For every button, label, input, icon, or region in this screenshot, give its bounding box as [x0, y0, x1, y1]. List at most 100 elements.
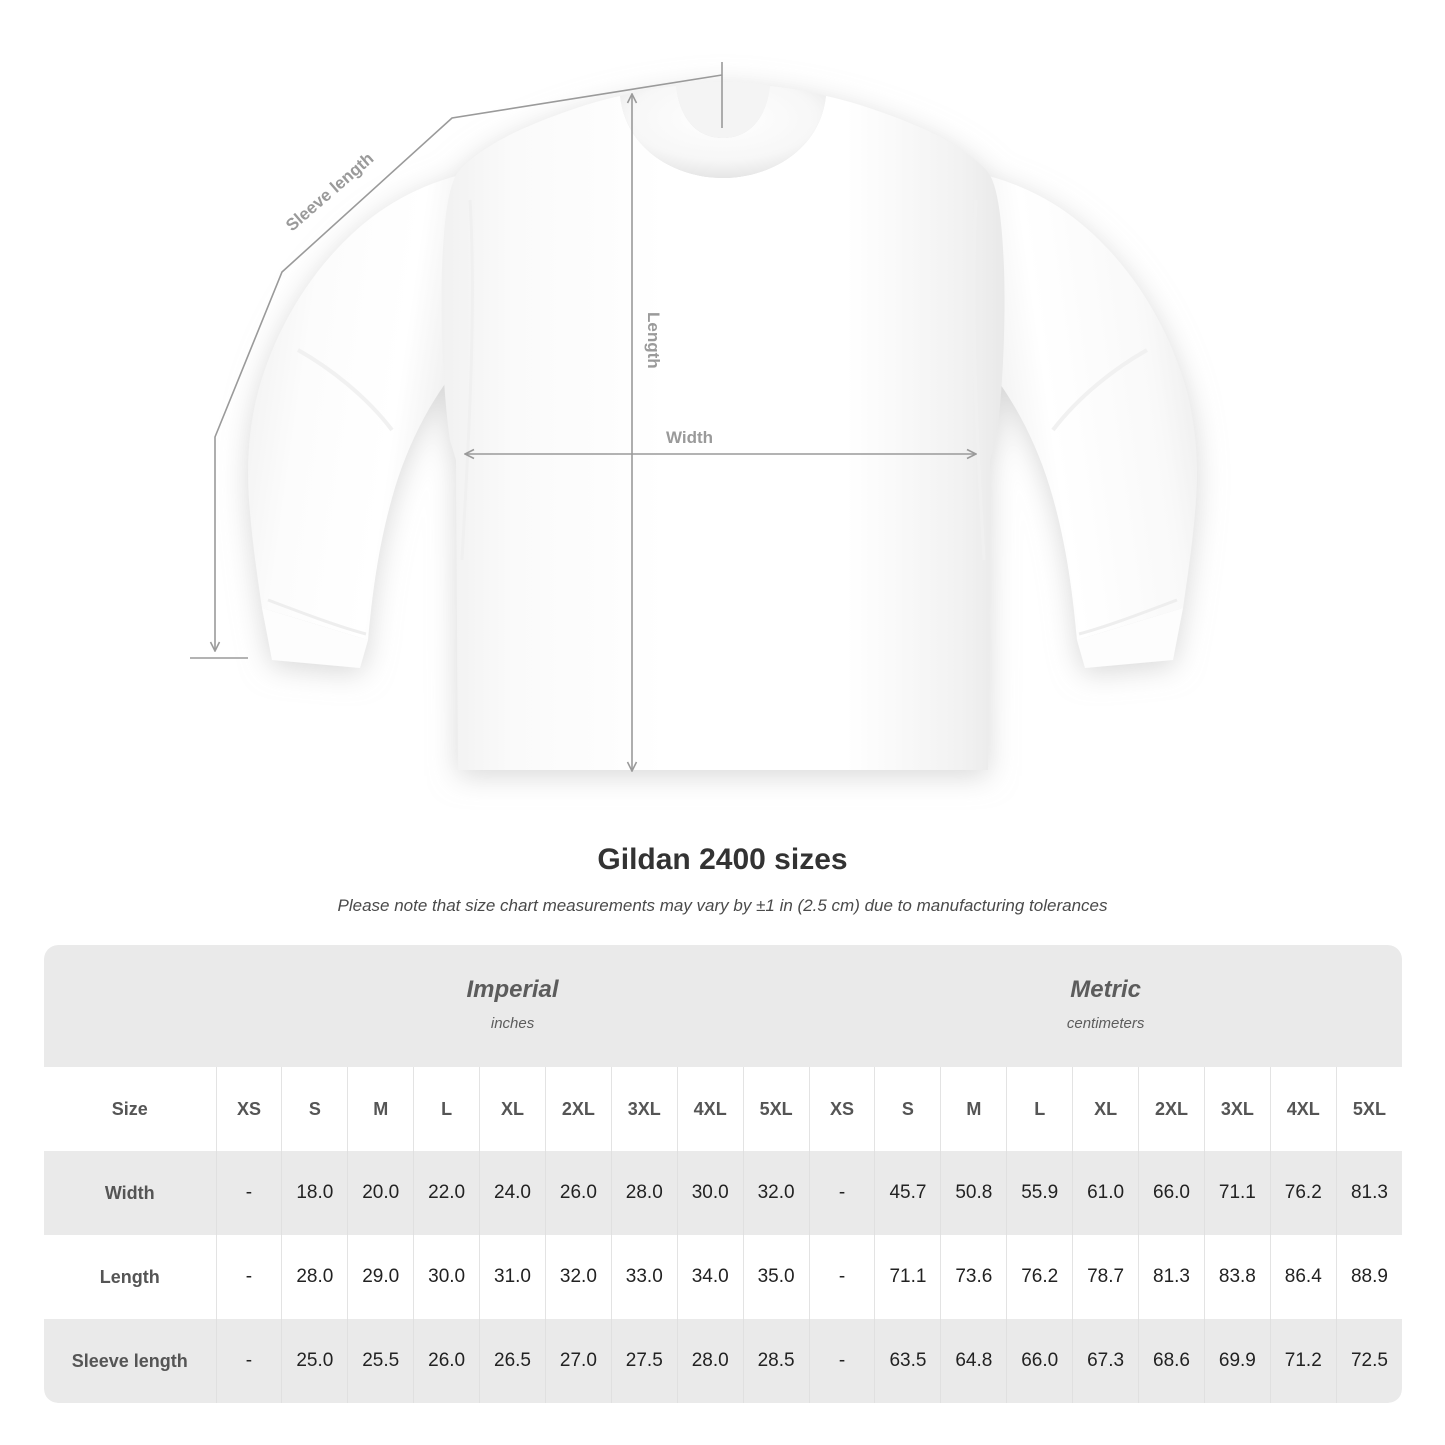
cell-width-imperial-5xl: 32.0	[742, 1151, 810, 1235]
cell-width-metric-2xl: 66.0	[1138, 1151, 1205, 1235]
fold-sleeve-left	[297, 348, 394, 432]
cell-length-imperial-5xl: 35.0	[742, 1235, 810, 1319]
cell-sleeve-imperial-3xl: 27.5	[610, 1319, 678, 1403]
unit-band-spacer	[44, 945, 216, 1067]
size-col-imperial-2xl: 2XL	[544, 1067, 612, 1151]
table-row: Width - 18.0 20.0 22.0 24.0 26.0 28.0 30…	[44, 1151, 1403, 1235]
chart-title-block: Gildan 2400 sizes Please note that size …	[0, 840, 1445, 918]
cell-width-imperial-m: 20.0	[347, 1151, 414, 1235]
table-row: Sleeve length - 25.0 25.5 26.0 26.5 27.0…	[44, 1319, 1403, 1403]
size-col-metric-s: S	[874, 1067, 941, 1151]
unit-imperial-cell: Imperial inches	[216, 945, 810, 1067]
cell-width-metric-3xl: 71.1	[1203, 1151, 1271, 1235]
cell-length-metric-l: 76.2	[1006, 1235, 1073, 1319]
cell-width-metric-l: 55.9	[1006, 1151, 1073, 1235]
cell-sleeve-imperial-l: 26.0	[413, 1319, 480, 1403]
cell-width-metric-5xl: 81.3	[1335, 1151, 1403, 1235]
unit-metric-name: Metric	[1070, 976, 1141, 1003]
sleeve-length-label: Sleeve length	[282, 149, 377, 235]
cell-width-metric-xl: 61.0	[1072, 1151, 1139, 1235]
size-col-imperial-xs: XS	[215, 1067, 282, 1151]
left-sleeve	[248, 175, 470, 640]
cell-width-metric-4xl: 76.2	[1269, 1151, 1337, 1235]
cell-sleeve-imperial-5xl: 28.5	[742, 1319, 810, 1403]
fold-cuff-left	[267, 598, 367, 636]
size-col-metric-2xl: 2XL	[1138, 1067, 1205, 1151]
cell-length-metric-3xl: 83.8	[1203, 1235, 1271, 1319]
cell-sleeve-metric-2xl: 68.6	[1138, 1319, 1205, 1403]
cell-length-metric-5xl: 88.9	[1335, 1235, 1403, 1319]
unit-band-row: Imperial inches Metric centimeters	[44, 945, 1403, 1067]
measurement-guides	[190, 62, 975, 770]
cell-length-imperial-4xl: 34.0	[676, 1235, 744, 1319]
cell-width-imperial-2xl: 26.0	[544, 1151, 612, 1235]
cell-length-imperial-2xl: 32.0	[544, 1235, 612, 1319]
unit-metric-sub: centimeters	[1066, 1015, 1145, 1032]
size-col-metric-4xl: 4XL	[1269, 1067, 1337, 1151]
cell-length-imperial-m: 29.0	[347, 1235, 414, 1319]
row-label-width: Width	[44, 1151, 216, 1235]
cell-width-imperial-s: 18.0	[281, 1151, 348, 1235]
cell-sleeve-metric-xl: 67.3	[1072, 1319, 1139, 1403]
size-col-imperial-m: M	[347, 1067, 414, 1151]
length-label: Length	[644, 312, 663, 369]
collar	[620, 86, 826, 178]
cell-sleeve-imperial-2xl: 27.0	[544, 1319, 612, 1403]
cell-sleeve-imperial-xs: -	[215, 1319, 282, 1403]
neck-opening	[676, 82, 770, 138]
fold-sleeve-right	[1051, 348, 1148, 432]
size-col-metric-5xl: 5XL	[1335, 1067, 1403, 1151]
unit-imperial-sub: inches	[490, 1015, 535, 1032]
fold-right	[972, 199, 986, 561]
size-col-metric-m: M	[940, 1067, 1007, 1151]
right-sleeve	[975, 175, 1197, 640]
garment-diagram: Sleeve length Length Width	[190, 62, 1197, 830]
cell-sleeve-metric-m: 64.8	[940, 1319, 1007, 1403]
size-header-label: Size	[44, 1067, 216, 1151]
size-col-imperial-4xl: 4XL	[676, 1067, 744, 1151]
cell-length-metric-4xl: 86.4	[1269, 1235, 1337, 1319]
size-col-metric-xs: XS	[808, 1067, 875, 1151]
size-col-imperial-s: S	[281, 1067, 348, 1151]
cell-width-imperial-3xl: 28.0	[610, 1151, 678, 1235]
cell-length-metric-s: 71.1	[874, 1235, 941, 1319]
unit-imperial-name: Imperial	[466, 976, 559, 1003]
size-table: Imperial inches Metric centimeters Size …	[44, 945, 1403, 1403]
size-header-row: Size XS S M L XL 2XL 3XL 4XL 5XL XS S M …	[44, 1067, 1403, 1151]
size-col-metric-l: L	[1006, 1067, 1073, 1151]
cell-sleeve-metric-3xl: 69.9	[1203, 1319, 1271, 1403]
row-label-sleeve-length: Sleeve length	[44, 1319, 216, 1403]
cell-sleeve-metric-4xl: 71.2	[1269, 1319, 1337, 1403]
shirt-body	[441, 96, 1005, 770]
cell-length-metric-xs: -	[808, 1235, 875, 1319]
fold-left	[460, 199, 474, 561]
cell-width-metric-m: 50.8	[940, 1151, 1007, 1235]
size-col-imperial-5xl: 5XL	[742, 1067, 810, 1151]
size-table-container: Imperial inches Metric centimeters Size …	[44, 945, 1403, 1403]
cell-sleeve-imperial-s: 25.0	[281, 1319, 348, 1403]
cell-width-metric-xs: -	[808, 1151, 875, 1235]
size-col-imperial-l: L	[413, 1067, 480, 1151]
cell-sleeve-metric-s: 63.5	[874, 1319, 941, 1403]
cell-sleeve-metric-5xl: 72.5	[1335, 1319, 1403, 1403]
cell-sleeve-metric-l: 66.0	[1006, 1319, 1073, 1403]
cell-length-metric-xl: 78.7	[1072, 1235, 1139, 1319]
shirt-shape	[248, 82, 1197, 770]
page-title: Gildan 2400 sizes	[597, 843, 848, 876]
table-row: Length - 28.0 29.0 30.0 31.0 32.0 33.0 3…	[44, 1235, 1403, 1319]
cell-length-metric-2xl: 81.3	[1138, 1235, 1205, 1319]
cell-sleeve-imperial-xl: 26.5	[479, 1319, 546, 1403]
garment-illustration: Sleeve length Length Width	[190, 62, 1197, 830]
size-col-metric-3xl: 3XL	[1203, 1067, 1271, 1151]
tolerance-note: Please note that size chart measurements…	[337, 896, 1108, 915]
cell-length-imperial-xl: 31.0	[479, 1235, 546, 1319]
right-cuff	[1077, 608, 1183, 668]
cell-length-metric-m: 73.6	[940, 1235, 1007, 1319]
cell-length-imperial-s: 28.0	[281, 1235, 348, 1319]
size-col-metric-xl: XL	[1072, 1067, 1139, 1151]
cell-length-imperial-3xl: 33.0	[610, 1235, 678, 1319]
left-cuff	[262, 608, 368, 668]
cell-width-metric-s: 45.7	[874, 1151, 941, 1235]
unit-metric-cell: Metric centimeters	[809, 945, 1403, 1067]
cell-width-imperial-4xl: 30.0	[676, 1151, 744, 1235]
